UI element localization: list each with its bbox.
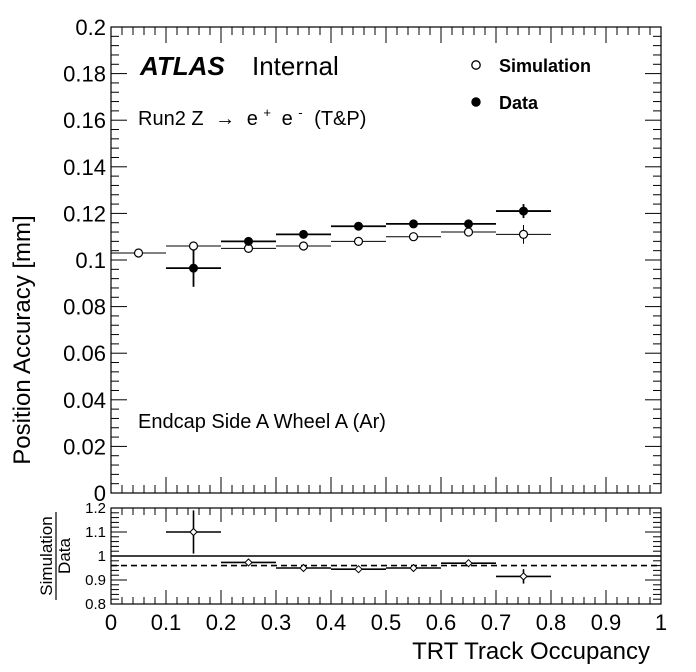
run-label-arrow: → xyxy=(215,108,235,130)
x-tick-label: 0.8 xyxy=(536,610,567,635)
legend-simulation-label: Simulation xyxy=(499,56,591,76)
simulation-point xyxy=(133,248,144,258)
y-tick-label: 0.2 xyxy=(75,15,106,40)
data-point xyxy=(354,221,363,231)
ratio-y-tick-label: 0.8 xyxy=(85,596,106,613)
x-axis-title: TRT Track Occupancy xyxy=(412,638,650,665)
ratio-point xyxy=(299,563,308,573)
data-point xyxy=(189,263,198,273)
simulation-point xyxy=(463,227,474,237)
run-label-e1: e xyxy=(247,108,258,130)
y-tick-label: 0.16 xyxy=(63,108,106,133)
run-label: Run2 Z → e + e - (T&P) xyxy=(138,100,366,130)
ratio-point xyxy=(409,563,418,573)
run-label-e2: e xyxy=(282,108,293,130)
x-tick-label: 0.6 xyxy=(426,610,457,635)
data-point xyxy=(244,236,253,246)
simulation-point xyxy=(408,232,419,242)
y-tick-label: 0.12 xyxy=(63,201,106,226)
data-point xyxy=(519,206,528,216)
y-tick-label: 0.18 xyxy=(63,62,106,87)
y-tick-label: 0.1 xyxy=(75,248,106,273)
y-tick-label: 0.04 xyxy=(63,388,106,413)
data-point xyxy=(464,219,473,229)
y-tick-label: 0 xyxy=(94,481,106,506)
y-tick-label: 0.08 xyxy=(63,295,106,320)
simulation-point xyxy=(353,236,364,246)
legend-simulation-marker xyxy=(471,60,481,70)
legend-data-marker xyxy=(471,97,481,107)
atlas-sublabel: Internal xyxy=(252,51,339,81)
y-axis-title: Position Accuracy [mm] xyxy=(9,215,36,464)
x-tick-label: 1 xyxy=(655,610,667,635)
run-label-e2-sup: - xyxy=(298,105,302,120)
ratio-point xyxy=(244,558,253,567)
run-label-prefix: Run2 Z xyxy=(138,108,204,130)
simulation-point xyxy=(188,241,199,251)
legend: Simulation Data xyxy=(471,56,591,113)
region-label: Endcap Side A Wheel A (Ar) xyxy=(138,411,386,433)
x-tick-label: 0.5 xyxy=(371,610,402,635)
ratio-y-tick-label: 1 xyxy=(98,548,106,565)
atlas-label: ATLAS xyxy=(139,51,225,81)
run-label-suffix: (T&P) xyxy=(314,108,366,130)
x-tick-label: 0.2 xyxy=(206,610,237,635)
y-tick-label: 0.02 xyxy=(63,434,106,459)
x-tick-label: 0 xyxy=(105,610,117,635)
ratio-ylabel-denominator: Data xyxy=(55,538,74,574)
x-tick-label: 0.7 xyxy=(481,610,512,635)
main-axes: 0 0.02 0.04 0.06 0.08 0.1 0.12 0.14 0.16 0.18 0.2 xyxy=(63,15,662,506)
y-tick-label: 0.14 xyxy=(63,155,106,180)
ratio-point xyxy=(189,527,198,537)
main-marks xyxy=(111,204,551,287)
ratio-marks xyxy=(166,510,551,584)
main-panel: 00.020.040.060.080.10.120.140.160.180.2 … xyxy=(9,15,662,506)
ratio-y-tick-label: 1.2 xyxy=(85,500,106,517)
simulation-point xyxy=(298,241,309,251)
x-tick-label: 0.9 xyxy=(591,610,622,635)
ratio-y-axis-title: Simulation Data xyxy=(37,512,74,600)
ratio-ylabel-numerator: Simulation xyxy=(37,516,56,595)
ratio-y-tick-label: 0.9 xyxy=(85,572,106,589)
data-point xyxy=(409,219,418,229)
ratio-point xyxy=(354,564,363,574)
data-point xyxy=(299,229,308,239)
ratio-point xyxy=(519,572,528,581)
legend-data-label: Data xyxy=(499,93,539,113)
x-tick-label: 0.3 xyxy=(261,610,292,635)
simulation-point xyxy=(518,229,529,239)
x-tick-label: 0.1 xyxy=(151,610,182,635)
y-tick-label: 0.06 xyxy=(63,341,106,366)
ratio-panel: 0.8 0.9 1 1.1 1.2 0 0.1 0.2 0.3 0.4 0.5 0.6 0.7 0.8 0.… xyxy=(37,500,667,665)
ratio-point xyxy=(464,558,473,568)
run-label-e1-sup: + xyxy=(263,105,271,120)
ratio-axes: 0.8 0.9 1 1.1 1.2 0 0.1 0.2 0.3 0.4 0.5 0.6 0.7 0.8 0.… xyxy=(85,500,667,635)
x-tick-label: 0.4 xyxy=(316,610,347,635)
ratio-y-tick-label: 1.1 xyxy=(85,524,106,541)
